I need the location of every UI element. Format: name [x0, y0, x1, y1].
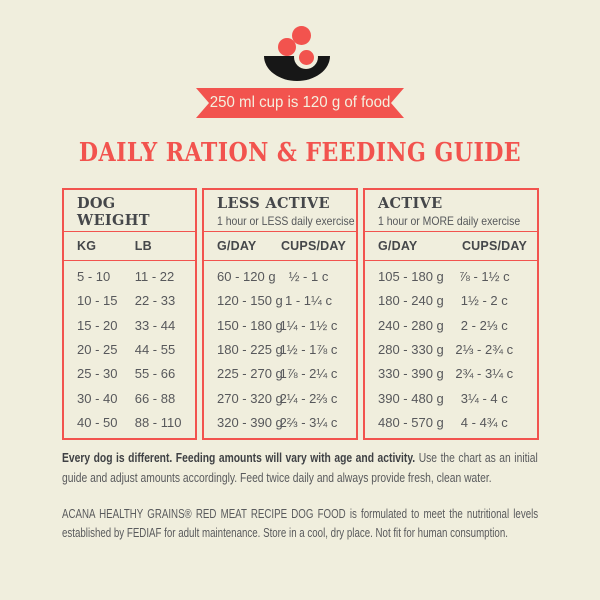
- cups-cell: 2 - 2⅓ c: [460, 317, 508, 333]
- table-row: 105 - 180 g ⅞ - 1½ c: [365, 264, 537, 288]
- cups-column-header: CUPS/DAY: [280, 239, 346, 253]
- kibble-dot-icon: [278, 38, 296, 56]
- grams-cell: 120 - 150 g: [217, 293, 283, 309]
- kg-cell: 25 - 30: [77, 366, 118, 382]
- lb-cell: 22 - 33: [134, 293, 176, 309]
- table-row: 240 - 280 g 2 - 2⅓ c: [365, 313, 537, 337]
- active-panel: ACTIVE 1 hour or MORE daily exercise G/D…: [363, 188, 539, 440]
- kg-cell: 15 - 20: [77, 317, 118, 333]
- table-row: 280 - 330 g 2⅓ - 2¾ c: [365, 337, 537, 361]
- cup-measure-text: 250 ml cup is 120 g of food: [209, 94, 391, 111]
- cups-cell: 2¼ - 2⅔ c: [279, 390, 338, 406]
- table-row: 10 - 15 22 - 33: [64, 288, 195, 312]
- cups-cell: 2⅓ - 2¾ c: [455, 341, 514, 357]
- weight-subheader: KG LB: [64, 232, 195, 261]
- active-subtitle: 1 hour or MORE daily exercise: [378, 214, 521, 228]
- feeding-table: DOG WEIGHT KG LB 5 - 10 11 - 22 10 - 15 22…: [62, 188, 539, 440]
- gday-column-header: G/DAY: [217, 239, 257, 253]
- grams-cell: 320 - 390 g: [217, 415, 283, 431]
- kg-cell: 40 - 50: [77, 415, 118, 431]
- grams-cell: 240 - 280 g: [378, 317, 444, 333]
- table-row: 5 - 10 11 - 22: [64, 264, 195, 288]
- grams-cell: 480 - 570 g: [378, 415, 444, 431]
- cups-cell: 2¾ - 3¼ c: [455, 366, 514, 382]
- lb-cell: 11 - 22: [134, 268, 175, 284]
- grams-cell: 60 - 120 g: [217, 268, 276, 284]
- cups-cell: 1½ - 2 c: [460, 293, 508, 309]
- weight-rows: 5 - 10 11 - 22 10 - 15 22 - 33 15 - 20 33 -…: [64, 261, 195, 438]
- table-row: 25 - 30 55 - 66: [64, 362, 195, 386]
- table-row: 40 - 50 88 - 110: [64, 411, 195, 435]
- cups-column-header: CUPS/DAY: [461, 239, 527, 253]
- lb-column-header: LB: [134, 239, 152, 253]
- kg-cell: 30 - 40: [77, 390, 118, 406]
- cups-cell: 1½ - 1⅞ c: [279, 341, 338, 357]
- feeding-note: Every dog is different. Feeding amounts …: [62, 448, 538, 487]
- table-row: 330 - 390 g 2¾ - 3¼ c: [365, 362, 537, 386]
- table-row: 270 - 320 g 2¼ - 2⅔ c: [204, 386, 356, 410]
- dog-weight-title-line2: WEIGHT: [77, 212, 150, 229]
- kg-cell: 5 - 10: [77, 268, 111, 284]
- kg-column-header: KG: [77, 239, 97, 253]
- table-row: 20 - 25 44 - 55: [64, 337, 195, 361]
- active-subheader: G/DAY CUPS/DAY: [365, 232, 537, 261]
- gday-column-header: G/DAY: [378, 239, 418, 253]
- grams-cell: 150 - 180 g: [217, 317, 283, 333]
- grams-cell: 390 - 480 g: [378, 390, 444, 406]
- table-row: 180 - 240 g 1½ - 2 c: [365, 288, 537, 312]
- less-active-header: LESS ACTIVE 1 hour or LESS daily exercis…: [204, 190, 356, 232]
- table-row: 225 - 270 g 1⅞ - 2¼ c: [204, 362, 356, 386]
- dog-weight-header: DOG WEIGHT: [64, 190, 195, 232]
- feeding-note-rest: Use the chart as an initial guide and ad…: [62, 450, 538, 485]
- table-row: 480 - 570 g 4 - 4¾ c: [365, 411, 537, 435]
- cups-cell: 1¼ - 1½ c: [279, 317, 338, 333]
- table-row: 180 - 225 g 1½ - 1⅞ c: [204, 337, 356, 361]
- grams-cell: 180 - 225 g: [217, 341, 283, 357]
- cups-cell: 1⅞ - 2¼ c: [279, 366, 338, 382]
- nutrition-disclaimer: ACANA HEALTHY GRAINS® RED MEAT RECIPE DO…: [62, 507, 539, 540]
- table-row: 320 - 390 g 2⅔ - 3¼ c: [204, 411, 356, 435]
- cups-cell: ½ - 1 c: [288, 268, 329, 284]
- kg-cell: 10 - 15: [77, 293, 118, 309]
- less-active-panel: LESS ACTIVE 1 hour or LESS daily exercis…: [202, 188, 358, 440]
- table-row: 150 - 180 g 1¼ - 1½ c: [204, 313, 356, 337]
- grams-cell: 180 - 240 g: [378, 293, 444, 309]
- less-active-subtitle: 1 hour or LESS daily exercise: [217, 214, 355, 228]
- cups-cell: 1 - 1¼ c: [284, 293, 332, 309]
- active-header: ACTIVE 1 hour or MORE daily exercise: [365, 190, 537, 232]
- less-active-subheader: G/DAY CUPS/DAY: [204, 232, 356, 261]
- cups-cell: 2⅔ - 3¼ c: [279, 415, 338, 431]
- table-row: 60 - 120 g ½ - 1 c: [204, 264, 356, 288]
- grams-cell: 330 - 390 g: [378, 366, 444, 382]
- page-title: DAILY RATION & FEEDING GUIDE: [78, 138, 522, 168]
- cups-cell: 3¼ - 4 c: [460, 390, 508, 406]
- kibble-dot-icon: [292, 26, 311, 45]
- dog-weight-title-line1: DOG: [77, 195, 116, 212]
- cups-cell: ⅞ - 1½ c: [458, 268, 510, 284]
- dog-weight-panel: DOG WEIGHT KG LB 5 - 10 11 - 22 10 - 15 22…: [62, 188, 197, 440]
- kibble-dot-icon: [299, 50, 314, 65]
- lb-cell: 33 - 44: [134, 317, 176, 333]
- lb-cell: 66 - 88: [134, 390, 176, 406]
- grams-cell: 270 - 320 g: [217, 390, 283, 406]
- table-row: 390 - 480 g 3¼ - 4 c: [365, 386, 537, 410]
- grams-cell: 225 - 270 g: [217, 366, 283, 382]
- lb-cell: 55 - 66: [134, 366, 176, 382]
- table-row: 15 - 20 33 - 44: [64, 313, 195, 337]
- kg-cell: 20 - 25: [77, 341, 118, 357]
- table-row: 30 - 40 66 - 88: [64, 386, 195, 410]
- less-active-title: LESS ACTIVE: [217, 195, 330, 212]
- grams-cell: 105 - 180 g: [378, 268, 444, 284]
- lb-cell: 44 - 55: [134, 341, 176, 357]
- cups-cell: 4 - 4¾ c: [460, 415, 508, 431]
- grams-cell: 280 - 330 g: [378, 341, 444, 357]
- active-title: ACTIVE: [378, 195, 443, 212]
- lb-cell: 88 - 110: [134, 415, 182, 431]
- cup-measure-ribbon: 250 ml cup is 120 g of food: [196, 88, 404, 118]
- feeding-note-bold: Every dog is different. Feeding amounts …: [62, 450, 416, 465]
